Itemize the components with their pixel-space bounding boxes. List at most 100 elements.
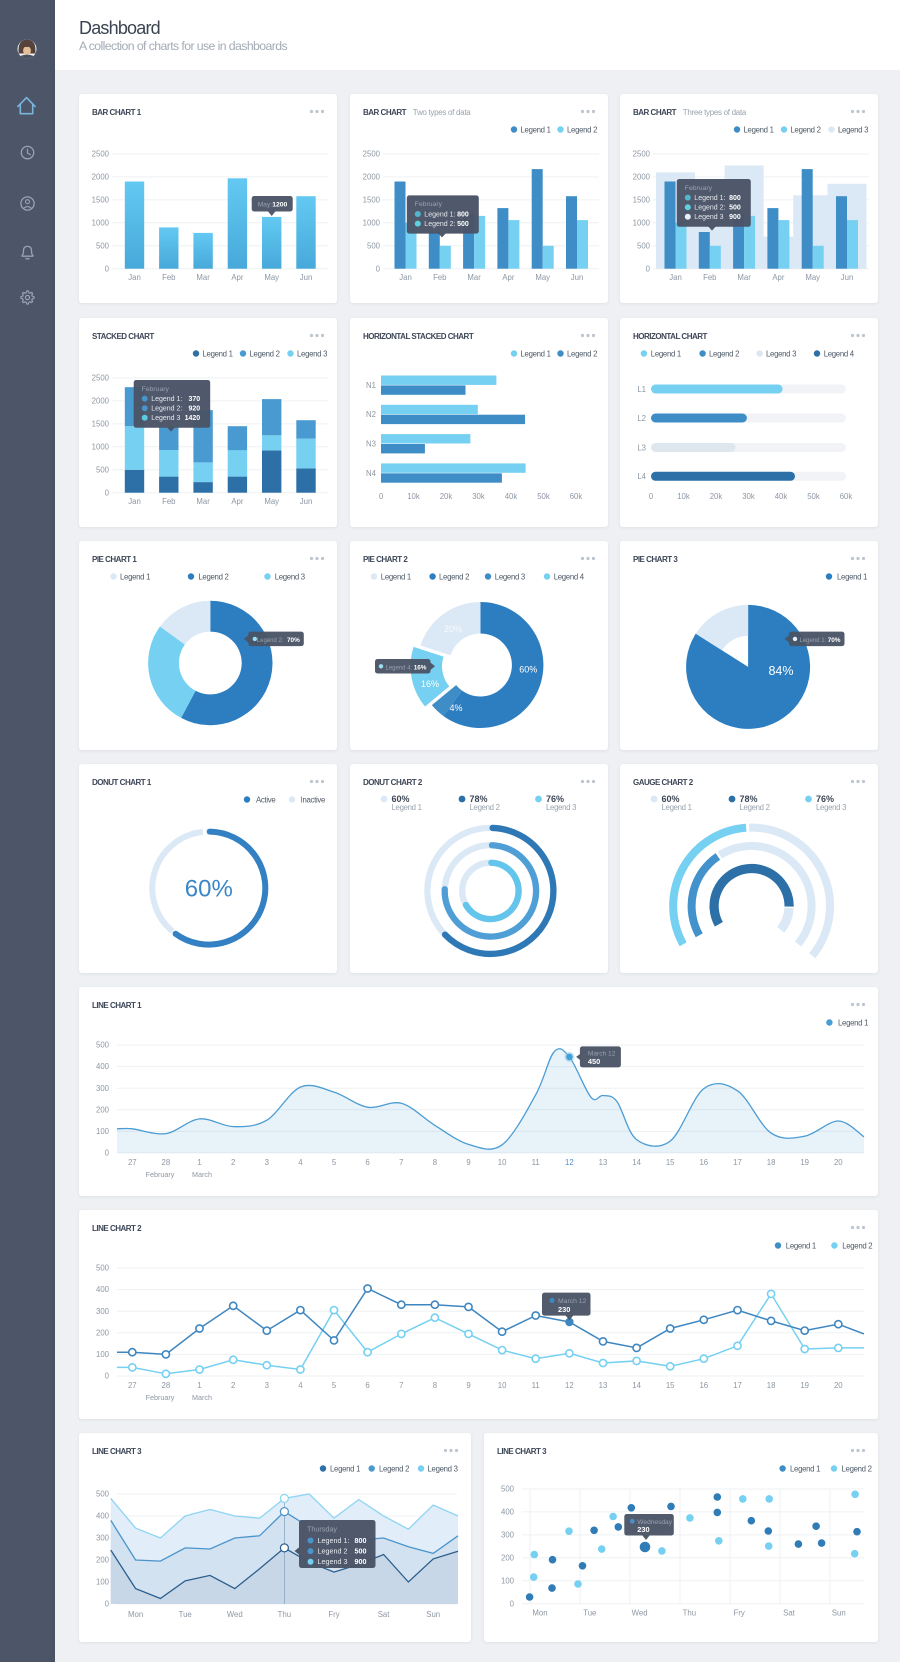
svg-text:March 12: March 12 [588, 1050, 616, 1057]
svg-text:Mar: Mar [737, 273, 751, 282]
svg-text:1200: 1200 [272, 201, 287, 208]
svg-text:Wednesday: Wednesday [637, 1519, 672, 1526]
svg-text:Mon: Mon [532, 1609, 547, 1618]
svg-text:Legend 3: Legend 3 [694, 214, 723, 221]
svg-text:0: 0 [105, 488, 110, 497]
svg-text:Legend 1: Legend 1 [520, 349, 550, 358]
svg-text:HORIZONTAL CHART: HORIZONTAL CHART [633, 332, 708, 341]
svg-text:Legend 1: Legend 1 [120, 572, 150, 581]
svg-text:February: February [146, 1393, 175, 1402]
svg-text:0: 0 [105, 264, 110, 273]
svg-text:Wed: Wed [227, 1610, 243, 1619]
svg-text:Feb: Feb [433, 273, 447, 282]
svg-text:Legend 2: Legend 2 [250, 349, 280, 358]
svg-text:19: 19 [800, 1158, 809, 1167]
svg-text:Jun: Jun [300, 273, 313, 282]
svg-text:Thu: Thu [683, 1609, 696, 1618]
svg-text:Legend 3: Legend 3 [297, 349, 327, 358]
svg-text:0: 0 [105, 1600, 110, 1609]
svg-text:DONUT CHART 1: DONUT CHART 1 [92, 778, 152, 787]
svg-text:50k: 50k [807, 492, 820, 501]
svg-text:Apr: Apr [502, 273, 515, 282]
svg-text:16%: 16% [413, 664, 426, 671]
svg-text:920: 920 [189, 405, 201, 412]
svg-text:27: 27 [128, 1381, 137, 1390]
svg-text:400: 400 [96, 1512, 110, 1521]
svg-text:February: February [146, 1170, 175, 1179]
svg-text:Sat: Sat [378, 1610, 391, 1619]
svg-text:20k: 20k [439, 492, 452, 501]
svg-text:2000: 2000 [92, 173, 110, 182]
svg-text:Legend 3: Legend 3 [546, 803, 576, 812]
svg-text:Legend 4:: Legend 4: [385, 665, 412, 671]
svg-text:LINE CHART 3: LINE CHART 3 [92, 1447, 142, 1456]
svg-text:Fry: Fry [328, 1610, 339, 1619]
svg-text:15: 15 [666, 1158, 675, 1167]
svg-text:10k: 10k [677, 492, 690, 501]
svg-text:230: 230 [558, 1305, 570, 1314]
svg-text:1420: 1420 [185, 415, 201, 422]
svg-text:60%: 60% [185, 876, 233, 903]
svg-text:1500: 1500 [362, 196, 380, 205]
svg-text:10: 10 [498, 1381, 507, 1390]
svg-text:Legend 2:: Legend 2: [151, 405, 182, 412]
svg-text:11: 11 [532, 1158, 540, 1167]
svg-text:LINE CHART 3: LINE CHART 3 [497, 1447, 547, 1456]
svg-text:May: May [264, 273, 279, 282]
svg-text:500: 500 [501, 1485, 515, 1494]
svg-text:N4: N4 [366, 468, 377, 477]
svg-text:Legend 2: Legend 2 [842, 1241, 872, 1250]
svg-text:Wed: Wed [632, 1609, 648, 1618]
svg-text:10k: 10k [407, 492, 420, 501]
svg-text:Apr: Apr [772, 273, 785, 282]
svg-text:LINE CHART 2: LINE CHART 2 [92, 1224, 142, 1233]
svg-text:Legend 1: Legend 1 [203, 349, 233, 358]
svg-text:Mar: Mar [196, 497, 210, 506]
svg-text:40k: 40k [775, 492, 788, 501]
svg-text:20: 20 [834, 1158, 843, 1167]
svg-text:500: 500 [637, 241, 651, 250]
svg-text:500: 500 [366, 241, 380, 250]
svg-text:Legend 2: Legend 2 [439, 572, 469, 581]
svg-text:500: 500 [96, 1264, 110, 1273]
svg-text:BAR CHART 1: BAR CHART 1 [92, 108, 142, 117]
svg-text:L3: L3 [637, 443, 646, 452]
svg-text:2000: 2000 [92, 396, 110, 405]
svg-text:400: 400 [96, 1285, 110, 1294]
svg-text:100: 100 [501, 1576, 515, 1585]
svg-text:370: 370 [189, 396, 201, 403]
svg-text:Legend 1: Legend 1 [380, 572, 410, 581]
svg-text:Legend 2: Legend 2 [791, 125, 821, 134]
svg-text:Legend 2: Legend 2 [567, 125, 597, 134]
svg-text:Tue: Tue [179, 1610, 192, 1619]
svg-text:February: February [142, 385, 170, 392]
svg-text:4: 4 [298, 1158, 303, 1167]
svg-text:Legend 4: Legend 4 [824, 349, 855, 358]
svg-text:GAUGE CHART 2: GAUGE CHART 2 [633, 778, 694, 787]
svg-text:Legend 1: Legend 1 [838, 1018, 868, 1027]
svg-text:Jun: Jun [841, 273, 854, 282]
svg-text:1500: 1500 [633, 196, 651, 205]
svg-text:20k: 20k [710, 492, 723, 501]
svg-text:L4: L4 [637, 472, 646, 481]
svg-text:200: 200 [96, 1328, 110, 1337]
svg-text:Legend 2: Legend 2 [379, 1464, 409, 1473]
svg-text:8: 8 [433, 1158, 437, 1167]
svg-text:17: 17 [733, 1158, 742, 1167]
svg-text:Legend 2: Legend 2 [567, 349, 597, 358]
svg-text:1500: 1500 [92, 196, 110, 205]
svg-text:Legend 3: Legend 3 [766, 349, 796, 358]
svg-text:76%: 76% [546, 794, 564, 804]
svg-text:500: 500 [96, 465, 110, 474]
svg-text:0: 0 [375, 264, 380, 273]
svg-text:Legend 2: Legend 2 [469, 803, 499, 812]
svg-text:10: 10 [498, 1158, 507, 1167]
svg-text:20: 20 [834, 1381, 843, 1390]
svg-text:78%: 78% [469, 794, 487, 804]
svg-text:PIE CHART 2: PIE CHART 2 [363, 555, 408, 564]
svg-text:16: 16 [699, 1381, 708, 1390]
svg-text:Legend 1:: Legend 1: [800, 638, 827, 644]
svg-text:3: 3 [265, 1158, 269, 1167]
svg-text:70%: 70% [828, 637, 841, 644]
svg-text:HORIZONTAL STACKED CHART: HORIZONTAL STACKED CHART [363, 332, 474, 341]
